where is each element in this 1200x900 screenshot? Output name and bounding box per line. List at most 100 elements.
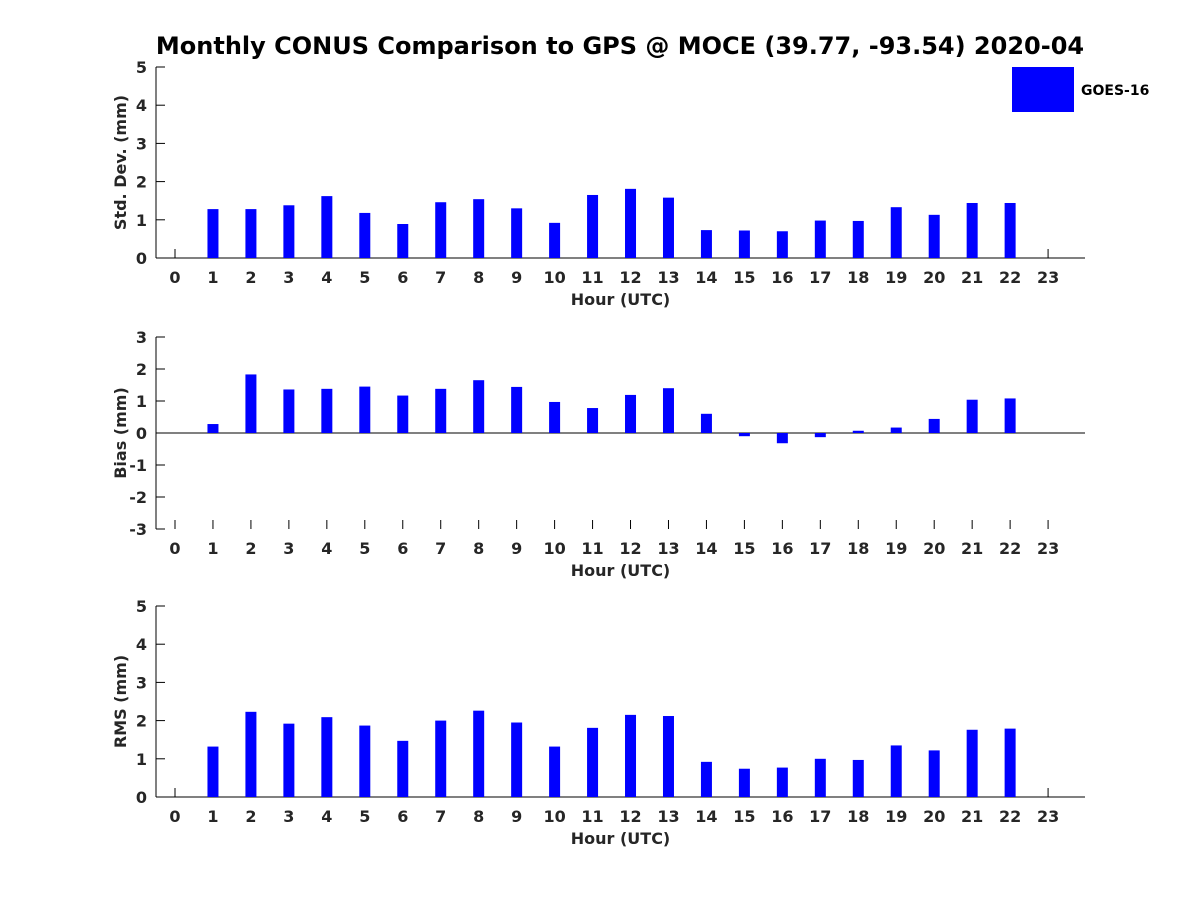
x-tick-label: 14: [695, 539, 717, 558]
bar: [738, 433, 750, 437]
x-tick-label: 7: [435, 807, 446, 826]
x-tick-label: 20: [923, 807, 945, 826]
bar: [966, 729, 978, 797]
x-tick-label: 9: [511, 268, 522, 287]
x-tick-label: 15: [733, 539, 755, 558]
bar: [587, 194, 599, 258]
x-tick-label: 20: [923, 539, 945, 558]
bar: [397, 740, 409, 797]
x-tick-label: 22: [999, 807, 1021, 826]
x-tick-label: 13: [657, 539, 679, 558]
bar: [738, 768, 750, 797]
bar: [397, 395, 409, 433]
x-tick-label: 16: [771, 268, 793, 287]
x-tick-label: 8: [473, 268, 484, 287]
x-tick-label: 20: [923, 268, 945, 287]
bar: [852, 759, 864, 797]
x-tick-label: 0: [169, 268, 180, 287]
legend: GOES-16: [1012, 67, 1149, 112]
x-tick-label: 0: [169, 539, 180, 558]
bar: [321, 717, 333, 797]
x-tick-label: 3: [283, 539, 294, 558]
bar: [321, 388, 333, 433]
y-axis-label: RMS (mm): [111, 655, 130, 748]
x-axis-label: Hour (UTC): [571, 829, 671, 848]
y-tick-label: 0: [136, 424, 147, 443]
y-tick-label: -2: [129, 488, 147, 507]
bar: [776, 433, 788, 444]
x-tick-label: 6: [397, 268, 408, 287]
bar: [776, 767, 788, 797]
y-tick-label: 2: [136, 173, 147, 192]
bar: [359, 386, 371, 433]
x-tick-label: 1: [207, 268, 218, 287]
bar: [435, 388, 447, 433]
bar: [625, 714, 637, 797]
y-tick-label: 4: [136, 635, 147, 654]
bar: [283, 723, 295, 797]
bar: [890, 745, 902, 797]
bar: [473, 199, 485, 258]
bar: [473, 380, 485, 433]
x-tick-label: 16: [771, 807, 793, 826]
bar: [928, 418, 940, 433]
bar: [1004, 202, 1016, 258]
y-tick-label: -1: [129, 456, 147, 475]
x-tick-label: 0: [169, 807, 180, 826]
bar: [700, 230, 712, 258]
y-tick-label: 0: [136, 249, 147, 268]
x-tick-label: 23: [1037, 807, 1059, 826]
x-tick-label: 9: [511, 539, 522, 558]
bar: [662, 388, 674, 433]
x-tick-label: 12: [619, 539, 641, 558]
y-tick-label: 5: [136, 597, 147, 616]
bar: [738, 230, 750, 258]
x-tick-label: 11: [581, 268, 603, 287]
x-tick-label: 6: [397, 539, 408, 558]
x-tick-label: 10: [543, 268, 565, 287]
bar: [321, 196, 333, 258]
bar: [207, 424, 219, 433]
bar: [207, 209, 219, 258]
x-tick-label: 15: [733, 807, 755, 826]
bar: [625, 188, 637, 258]
figure-title: Monthly CONUS Comparison to GPS @ MOCE (…: [156, 32, 1084, 60]
bar: [776, 231, 788, 258]
y-tick-label: 4: [136, 96, 147, 115]
bar: [1004, 398, 1016, 433]
x-tick-label: 13: [657, 807, 679, 826]
bar: [245, 374, 257, 433]
x-tick-label: 8: [473, 807, 484, 826]
x-tick-label: 19: [885, 539, 907, 558]
x-axis-label: Hour (UTC): [571, 561, 671, 580]
bar: [890, 207, 902, 258]
bar: [700, 413, 712, 433]
x-tick-label: 22: [999, 268, 1021, 287]
bar: [700, 761, 712, 797]
x-tick-label: 21: [961, 268, 983, 287]
x-tick-label: 17: [809, 539, 831, 558]
bar: [511, 722, 523, 797]
bar: [814, 433, 826, 438]
y-tick-label: 3: [136, 134, 147, 153]
x-tick-label: 12: [619, 268, 641, 287]
bar: [245, 711, 257, 797]
bar: [662, 716, 674, 797]
x-tick-label: 21: [961, 539, 983, 558]
x-tick-label: 11: [581, 807, 603, 826]
bar: [814, 758, 826, 797]
x-tick-label: 3: [283, 268, 294, 287]
x-tick-label: 4: [321, 807, 332, 826]
x-tick-label: 19: [885, 807, 907, 826]
x-tick-label: 1: [207, 807, 218, 826]
x-tick-label: 12: [619, 807, 641, 826]
y-axis-label: Std. Dev. (mm): [111, 95, 130, 230]
bar: [587, 408, 599, 433]
y-tick-label: 1: [136, 392, 147, 411]
bar: [587, 727, 599, 797]
x-tick-label: 18: [847, 539, 869, 558]
x-tick-label: 18: [847, 268, 869, 287]
y-tick-label: 3: [136, 673, 147, 692]
